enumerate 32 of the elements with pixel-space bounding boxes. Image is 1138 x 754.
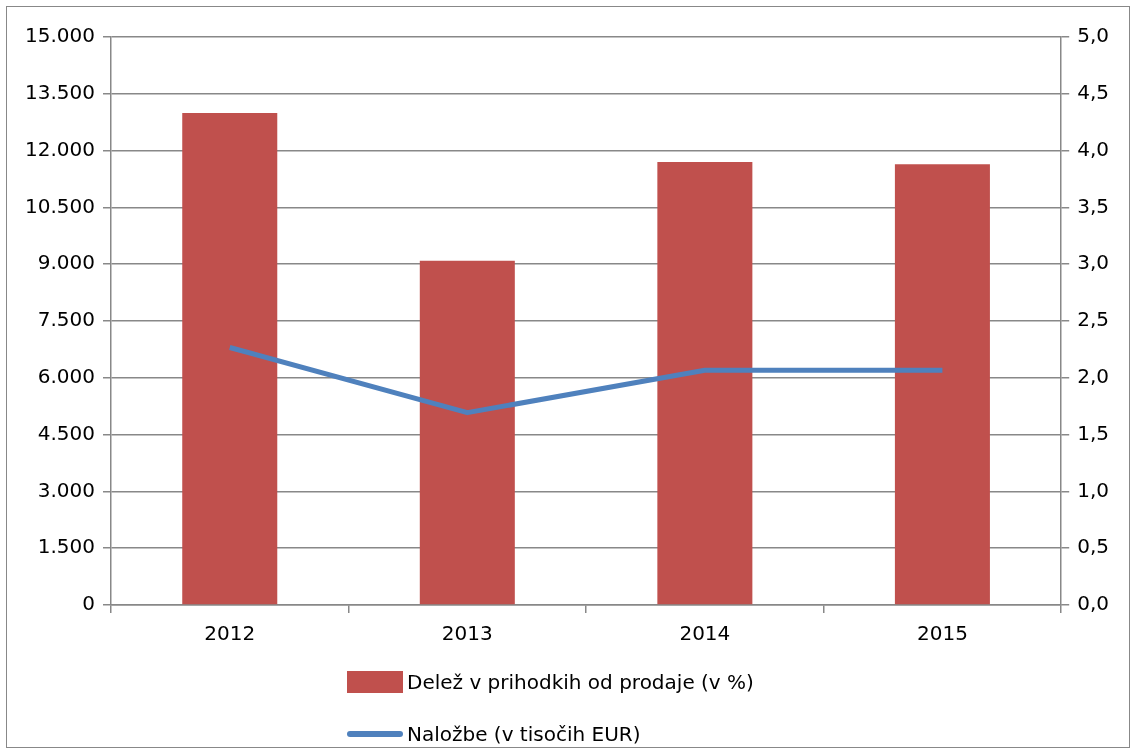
bar — [419, 260, 515, 605]
y2-tick-label: 2,5 — [1077, 307, 1110, 332]
y2-tick-label: 4,5 — [1077, 80, 1110, 104]
y2-tick-label: 5,0 — [1077, 23, 1110, 48]
y-tick-label: 10.500 — [25, 193, 95, 218]
bar — [894, 164, 990, 605]
y-tick-label: 1.500 — [37, 534, 95, 559]
y-tick-label: 15.000 — [25, 23, 95, 48]
y2-tick-label: 1,0 — [1077, 477, 1110, 502]
y-tick-label: 0 — [82, 591, 95, 616]
y-tick-label: 7.500 — [37, 307, 95, 332]
y2-tick-label: 0,5 — [1077, 534, 1110, 559]
x-tick-label: 2015 — [916, 621, 968, 646]
bar — [657, 161, 753, 605]
y2-tick-label: 2,0 — [1077, 364, 1110, 388]
y2-tick-label: 0,0 — [1077, 591, 1110, 616]
y2-tick-label: 4,0 — [1077, 136, 1110, 161]
y2-tick-label: 1,5 — [1077, 420, 1110, 445]
y2-tick-label: 3,5 — [1077, 193, 1110, 218]
legend-label: Naložbe (v tisočih EUR) — [407, 722, 641, 746]
x-tick-label: 2013 — [441, 621, 493, 646]
y2-tick-label: 3,0 — [1077, 250, 1110, 275]
y-tick-label: 3.000 — [37, 477, 95, 502]
bar — [182, 113, 278, 605]
legend-label: Delež v prihodkih od prodaje (v %) — [407, 670, 754, 694]
y-tick-label: 13.500 — [25, 80, 95, 104]
x-tick-label: 2012 — [204, 621, 256, 646]
y-tick-label: 6.000 — [37, 364, 95, 388]
y-tick-label: 9.000 — [37, 250, 95, 275]
y-tick-label: 4.500 — [37, 420, 95, 445]
x-tick-label: 2014 — [679, 621, 731, 646]
y-tick-label: 12.000 — [25, 136, 95, 161]
